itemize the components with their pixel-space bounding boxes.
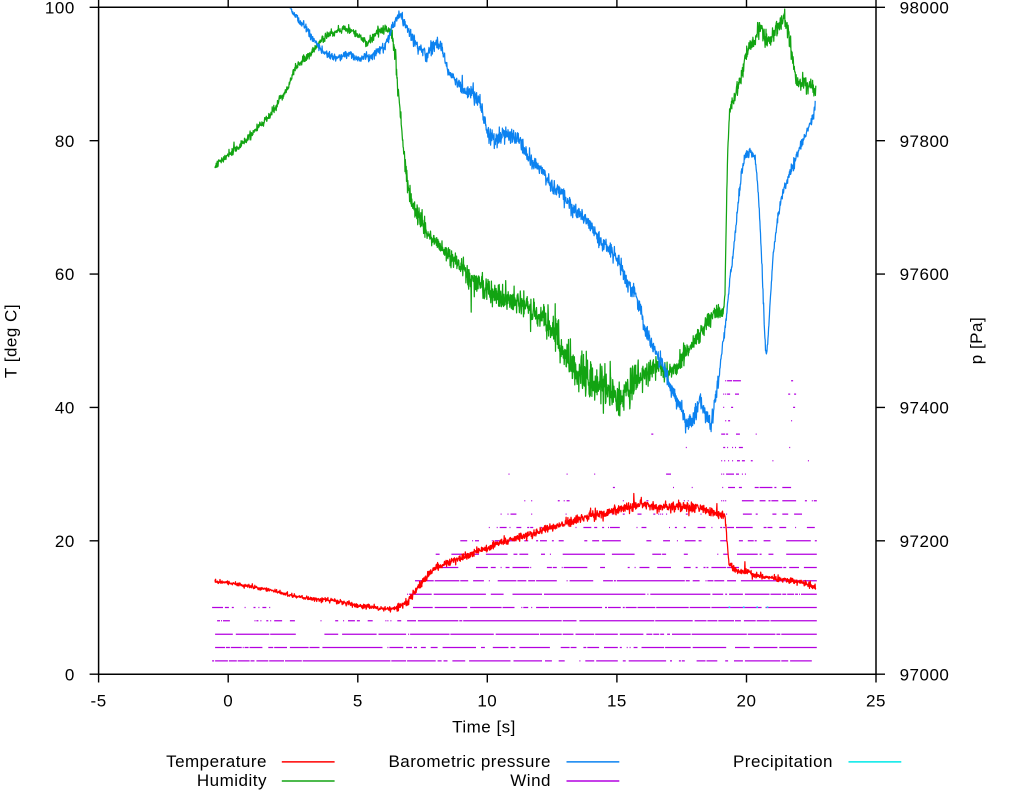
svg-text:-5: -5 bbox=[91, 691, 107, 710]
svg-text:Temperature: Temperature bbox=[166, 752, 267, 771]
svg-text:Humidity: Humidity bbox=[197, 771, 267, 790]
svg-text:10: 10 bbox=[477, 691, 497, 710]
svg-text:97800: 97800 bbox=[900, 132, 950, 151]
svg-text:97400: 97400 bbox=[900, 399, 950, 418]
svg-text:98000: 98000 bbox=[900, 0, 950, 17]
svg-text:97000: 97000 bbox=[900, 665, 950, 684]
svg-text:5: 5 bbox=[353, 691, 363, 710]
svg-text:20: 20 bbox=[737, 691, 757, 710]
svg-text:0: 0 bbox=[65, 665, 75, 684]
svg-text:97600: 97600 bbox=[900, 265, 950, 284]
svg-text:60: 60 bbox=[55, 265, 75, 284]
svg-text:97200: 97200 bbox=[900, 532, 950, 551]
svg-text:0: 0 bbox=[223, 691, 233, 710]
svg-text:20: 20 bbox=[55, 532, 75, 551]
svg-text:100: 100 bbox=[45, 0, 75, 17]
svg-text:80: 80 bbox=[55, 132, 75, 151]
svg-text:p [Pa]: p [Pa] bbox=[967, 317, 986, 364]
svg-text:40: 40 bbox=[55, 399, 75, 418]
svg-text:Barometric pressure: Barometric pressure bbox=[388, 752, 551, 771]
svg-text:Time [s]: Time [s] bbox=[452, 718, 516, 737]
svg-text:T [deg C]: T [deg C] bbox=[2, 304, 21, 378]
svg-text:Precipitation: Precipitation bbox=[733, 752, 833, 771]
svg-text:Wind: Wind bbox=[510, 771, 551, 790]
svg-text:15: 15 bbox=[607, 691, 627, 710]
svg-text:25: 25 bbox=[866, 691, 886, 710]
